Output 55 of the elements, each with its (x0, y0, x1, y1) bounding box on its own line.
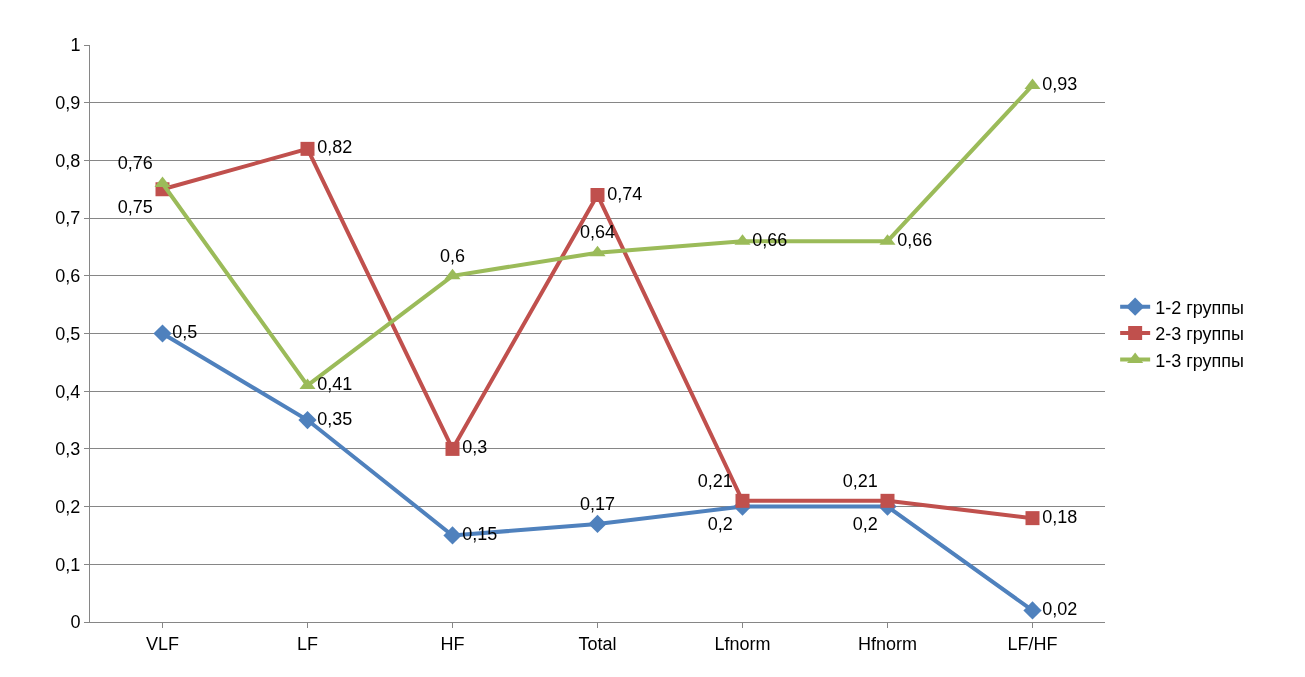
point (1025, 511, 1040, 526)
x-tick-label: HF (440, 633, 465, 654)
point (445, 441, 460, 456)
data-label: 0,66 (897, 229, 933, 250)
x-tick-label: Lfnorm (714, 633, 771, 654)
x-tick-label: Total (578, 633, 617, 654)
legend-label: 1-2 группы (1155, 297, 1244, 318)
point (443, 526, 462, 545)
y-tick-label: 0,7 (55, 208, 81, 229)
y-tick-label: 0,9 (55, 93, 81, 113)
data-label: 0,2 (707, 513, 733, 534)
point (300, 141, 315, 156)
point (153, 324, 172, 343)
data-label: 0,66 (752, 229, 788, 250)
y-tick-label: 0,8 (55, 150, 81, 171)
legend-label: 1-3 группы (1155, 350, 1244, 371)
point (588, 514, 607, 534)
x-tick-label: VLF (145, 633, 180, 654)
data-label: 0,21 (697, 470, 733, 491)
y-tick-label: 0,1 (55, 554, 81, 575)
data-label: 0,75 (117, 196, 153, 217)
data-label: 0,35 (317, 408, 353, 429)
data-label: 0,93 (1042, 73, 1078, 94)
data-label: 0,64 (579, 222, 616, 243)
data-label: 0,41 (317, 373, 353, 394)
data-label: 0,17 (579, 493, 616, 514)
data-label: 0,21 (842, 470, 878, 491)
point (1023, 601, 1042, 620)
y-tick-label: 0,2 (55, 496, 81, 517)
point (735, 493, 750, 508)
legend-label: 2-3 группы (1155, 324, 1244, 345)
data-label: 0,18 (1042, 506, 1078, 527)
y-tick-label: 0,3 (55, 439, 81, 460)
point (880, 493, 895, 508)
data-label: 0,5 (172, 322, 198, 342)
point (589, 245, 606, 257)
data-label: 0,2 (852, 513, 878, 534)
x-tick-label: LF (296, 633, 319, 654)
data-label: 0,15 (462, 523, 498, 544)
y-tick-label: 0 (70, 612, 81, 633)
data-label: 0,3 (462, 437, 488, 458)
x-tick-label: LF/HF (1007, 633, 1058, 654)
x-tick-label: Hfnorm (857, 633, 918, 654)
y-tick-label: 0,4 (55, 381, 81, 402)
point (444, 268, 461, 280)
data-label: 0,76 (117, 153, 153, 174)
point (590, 188, 605, 203)
point (298, 410, 317, 430)
data-label: 0,82 (317, 137, 353, 158)
data-label: 0,02 (1042, 598, 1078, 619)
data-label: 0,6 (439, 245, 466, 266)
y-tick-label: 1 (70, 35, 81, 56)
y-tick-label: 0,6 (55, 266, 81, 287)
y-tick-label: 0,5 (55, 323, 81, 344)
data-label: 0,74 (607, 183, 643, 204)
